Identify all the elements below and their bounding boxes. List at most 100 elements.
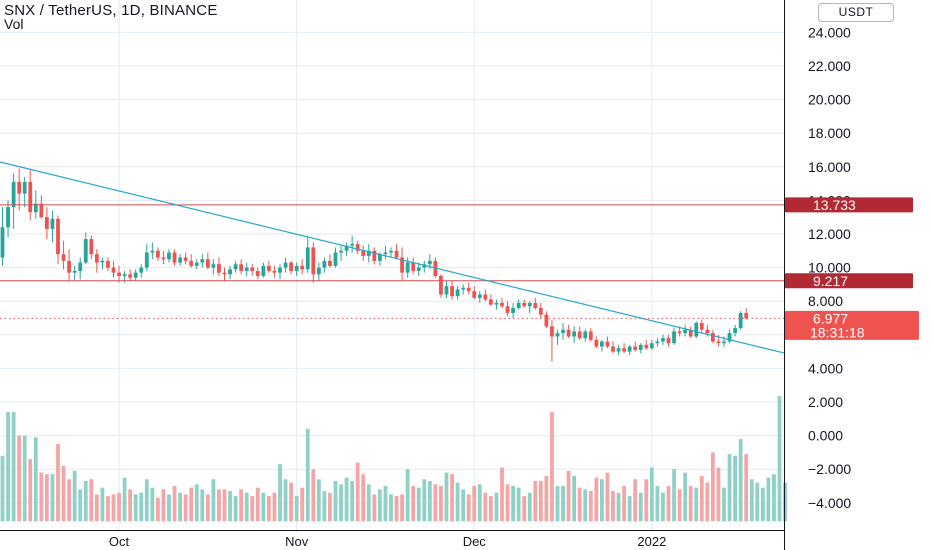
volume-bar (83, 480, 88, 522)
candle-body (111, 267, 116, 273)
volume-bar (133, 494, 138, 522)
candle-body (228, 269, 232, 275)
candle-body (233, 264, 238, 270)
candle-body (272, 270, 277, 273)
candle-body (411, 262, 416, 271)
candle-body (688, 329, 693, 337)
volume-bar (217, 489, 221, 522)
volume-bar (489, 496, 493, 522)
volume-bar (94, 494, 99, 522)
candle-body (350, 244, 355, 246)
candle-body (194, 262, 199, 266)
currency-button[interactable]: USDT (818, 3, 894, 22)
volume-bar (255, 487, 260, 522)
candle-body (722, 341, 726, 344)
candle-body (178, 257, 182, 263)
volume-bar (638, 492, 643, 522)
volume-bar (527, 492, 532, 522)
candle-body (666, 338, 671, 344)
candle-body (22, 181, 27, 194)
candle-body (400, 257, 404, 273)
candle-body (167, 252, 171, 260)
candle-body (738, 312, 743, 329)
candle-body (239, 264, 244, 271)
trendline (0, 161, 785, 354)
volume-bar (772, 474, 776, 522)
candle-body (583, 331, 588, 339)
candle-body (538, 307, 543, 315)
volume-bar (189, 487, 194, 522)
volume-bar (494, 492, 499, 522)
volume-bar (366, 484, 371, 522)
price-tick-label: −4.000 (808, 495, 851, 511)
volume-bar (777, 396, 782, 522)
candle-body (211, 264, 216, 268)
price-tick-label: 0.000 (808, 428, 843, 444)
volume-bar (627, 496, 632, 522)
volume-bar (588, 491, 593, 522)
volume-bar (766, 477, 771, 522)
candle-body (744, 312, 749, 319)
volume-bar (305, 428, 310, 522)
volume-bar (705, 482, 710, 522)
volume-bar (461, 489, 466, 522)
volume-bar (233, 496, 238, 522)
volume-bar (322, 491, 327, 522)
candle-body (489, 299, 493, 305)
volume-bar (622, 486, 626, 522)
candle-body (372, 250, 377, 261)
volume-bar (683, 472, 688, 522)
volume-bar (550, 412, 554, 522)
volume-bar (311, 469, 316, 522)
candle-body (322, 260, 327, 268)
volume-bar (28, 459, 33, 522)
horizontal-levels[interactable] (0, 204, 784, 319)
candle-body (611, 346, 615, 352)
volume-bar (117, 492, 121, 522)
volume-bar (56, 444, 60, 522)
volume-bar (522, 496, 527, 522)
candle-body (94, 254, 99, 263)
time-tick-label: Oct (109, 534, 130, 549)
candle-body (339, 250, 343, 253)
volume-bar (644, 479, 649, 522)
price-tick-label: 2.000 (808, 394, 843, 410)
candle-body (455, 289, 460, 297)
volume-bar (694, 487, 699, 522)
candle-body (655, 341, 660, 344)
candle-body (461, 287, 466, 290)
candle-body (255, 270, 260, 276)
volume-bar (783, 482, 787, 522)
candlesticks (0, 168, 749, 362)
price-tick-label: 18.000 (808, 125, 851, 141)
volume-bar (555, 486, 560, 522)
volume-bar (139, 492, 144, 522)
volume-bar (561, 486, 565, 522)
level-label-bg (785, 197, 913, 213)
volume-bar (577, 487, 582, 522)
candle-body (305, 247, 310, 270)
volume-bar (544, 475, 549, 522)
candle-body (672, 331, 676, 344)
volume-bar (389, 494, 393, 522)
candle-body (716, 341, 721, 344)
candle-body (139, 267, 144, 273)
last-price-label: 6.977 (813, 310, 848, 326)
price-tick-label: 12.000 (808, 226, 851, 242)
grid (0, 0, 784, 530)
candle-body (600, 341, 604, 347)
volume-bar (272, 492, 277, 522)
candle-body (150, 250, 155, 253)
volume-bar (156, 497, 160, 522)
volume-bar (500, 467, 504, 522)
volume-bar (505, 484, 510, 522)
volume-bar (405, 469, 410, 522)
candle-body (622, 348, 626, 352)
volume-bar (178, 492, 182, 522)
volume-bar (677, 489, 682, 522)
volume-bar (416, 487, 421, 522)
trendline-group[interactable] (0, 161, 785, 354)
candle-body (394, 250, 399, 258)
